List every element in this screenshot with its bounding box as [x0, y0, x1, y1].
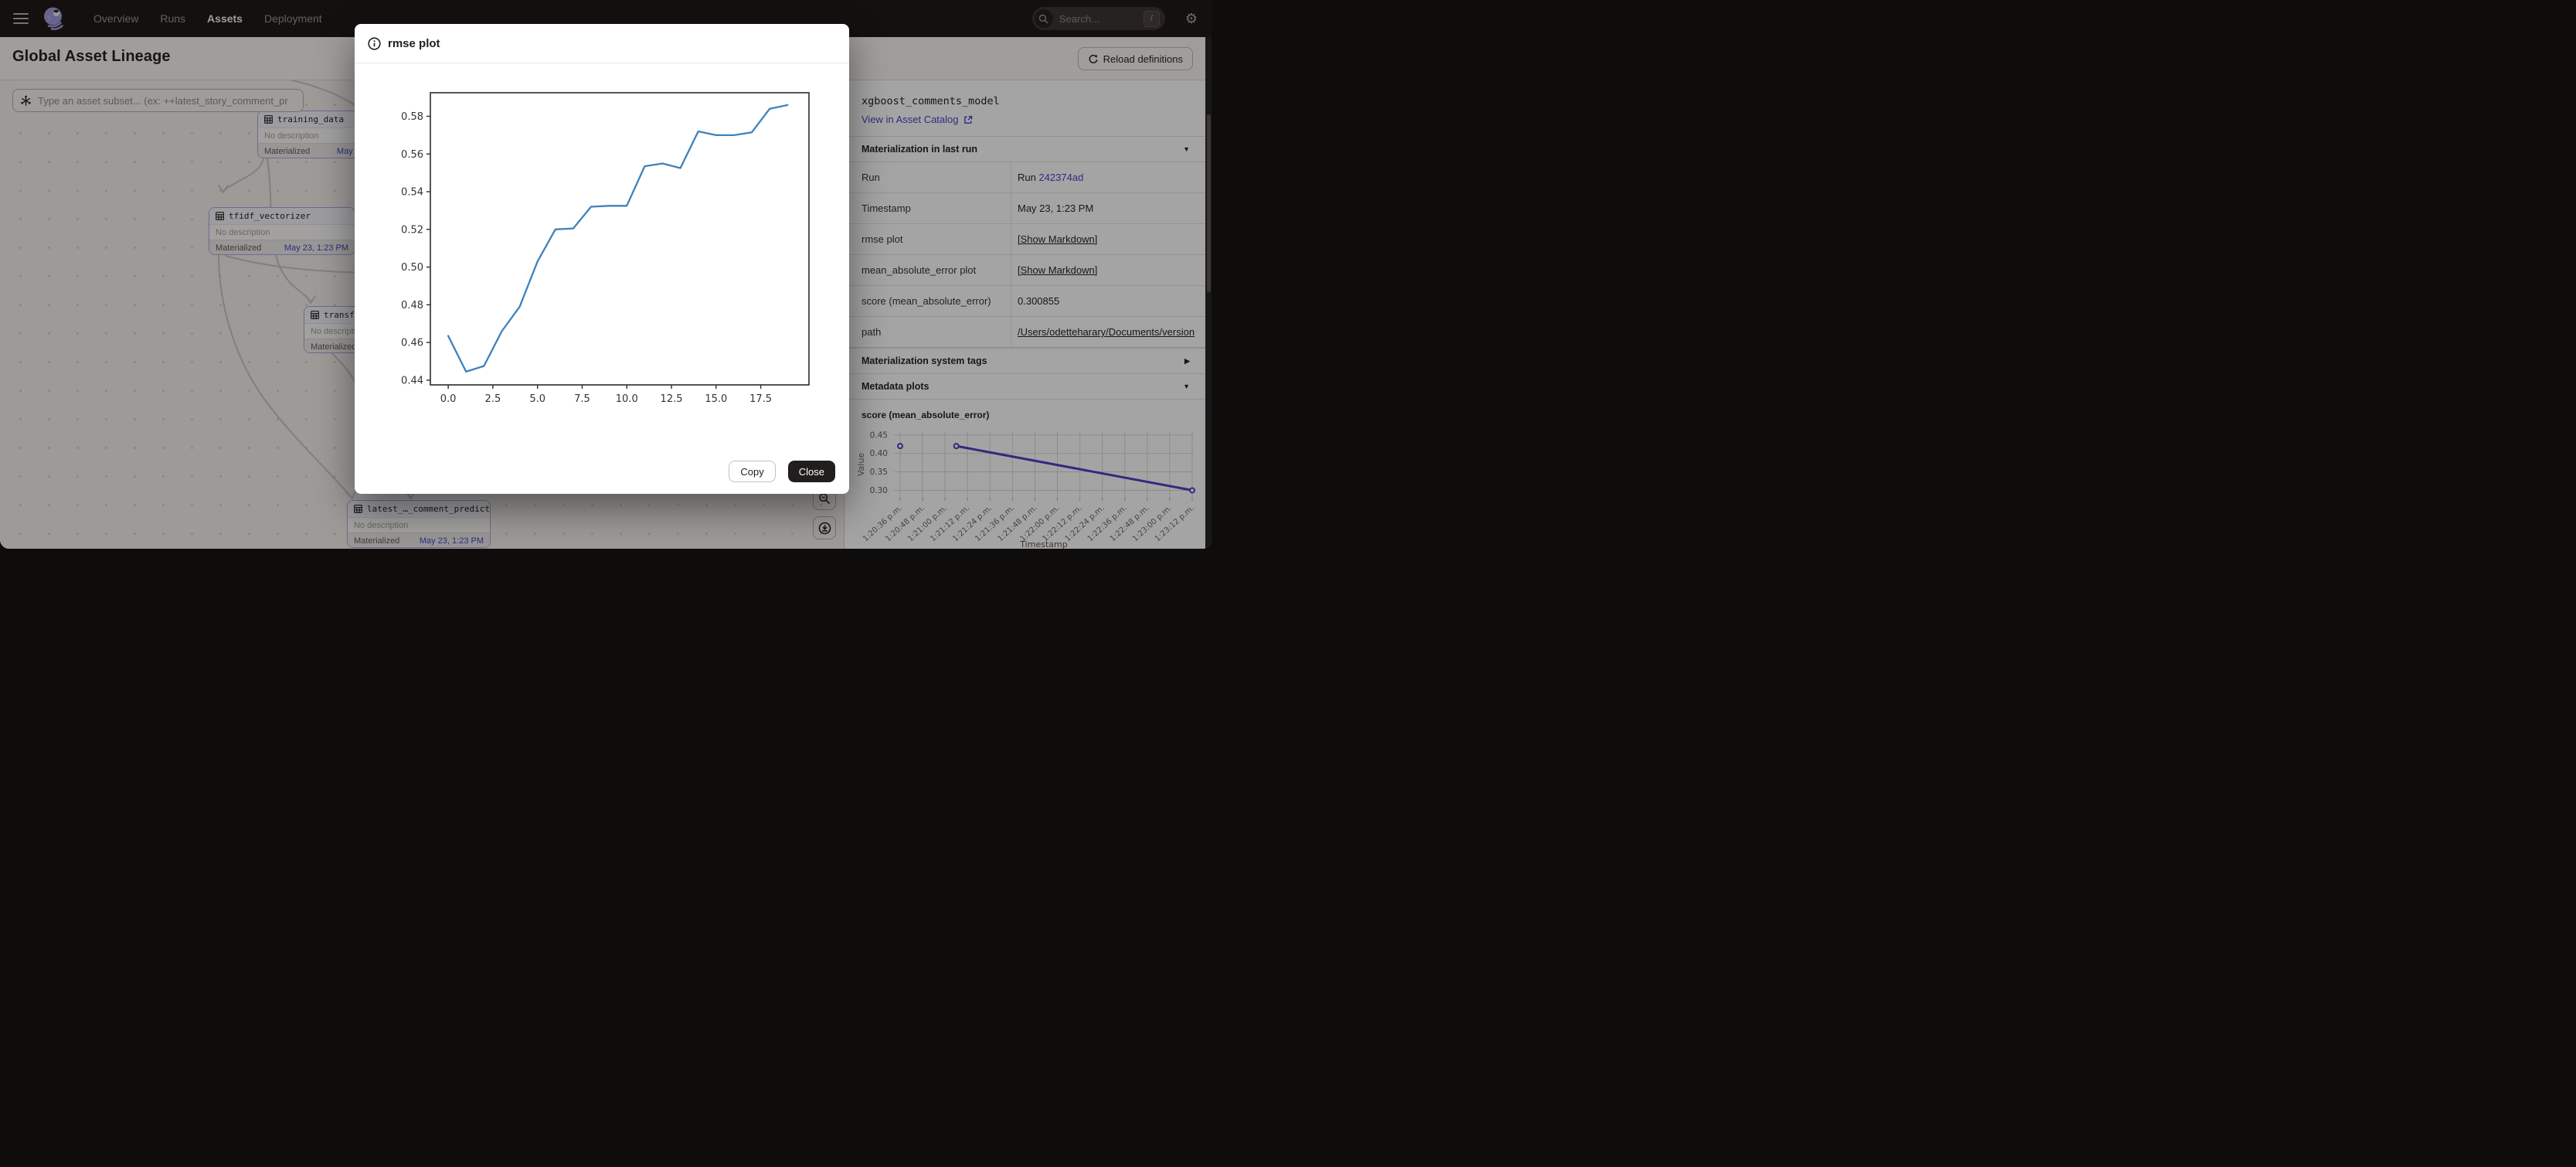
svg-text:0.48: 0.48 [401, 300, 423, 311]
svg-text:0.50: 0.50 [401, 262, 423, 274]
search-icon [1034, 9, 1053, 28]
asset-node-tfidf-vectorizer[interactable]: tfidf_vectorizer No description Material… [209, 207, 355, 255]
table-icon [216, 212, 224, 220]
section-metadata-plots[interactable]: Metadata plots ▼ [845, 373, 1205, 400]
metadata-label: Timestamp [845, 193, 1011, 223]
svg-text:0.44: 0.44 [401, 375, 423, 386]
chevron-right-icon: ▶ [1184, 356, 1190, 365]
dialog-footer: Copy Close [355, 449, 849, 494]
magnifier-minus-icon [818, 492, 831, 505]
metadata-value-link[interactable]: [Show Markdown] [1018, 233, 1098, 245]
download-icon [818, 522, 831, 535]
svg-text:0.30: 0.30 [870, 486, 888, 495]
materialization-timestamp[interactable]: May 23, 1:23 PM [284, 243, 348, 253]
metadata-row: Timestamp May 23, 1:23 PM [845, 192, 1205, 223]
info-icon [368, 36, 381, 50]
svg-text:0.35: 0.35 [870, 468, 888, 477]
svg-text:17.5: 17.5 [749, 393, 772, 405]
metadata-label: path [845, 317, 1011, 347]
table-icon [354, 505, 362, 513]
materialization-timestamp[interactable]: May 23, 1:23 PM [419, 536, 484, 546]
metadata-row: Run Run 242374ad [845, 162, 1205, 192]
metadata-label: mean_absolute_error plot [845, 255, 1011, 285]
svg-text:0.58: 0.58 [401, 111, 423, 123]
dialog-title: rmse plot [388, 36, 440, 50]
svg-text:10.0: 10.0 [615, 393, 637, 405]
svg-text:0.0: 0.0 [440, 393, 456, 405]
copy-button[interactable]: Copy [729, 461, 776, 482]
search-shortcut-badge: / [1143, 10, 1160, 27]
metadata-value: /Users/odetteharary/Documents/version [1011, 317, 1202, 347]
metadata-value: Run 242374ad [1018, 172, 1084, 183]
metadata-label: rmse plot [845, 224, 1011, 254]
metadata-row: score (mean_absolute_error) 0.300855 [845, 285, 1205, 316]
external-link-icon [963, 115, 973, 124]
asset-filter-input[interactable]: Type an asset subset... (ex: ++latest_st… [12, 89, 304, 112]
svg-text:0.46: 0.46 [401, 338, 423, 349]
metadata-table: Run Run 242374ad Timestamp May 23, 1:23 … [845, 162, 1205, 348]
svg-text:0.40: 0.40 [870, 449, 888, 458]
dialog-body: 0.0 2.5 5.0 7.5 10.0 12.5 15.0 17.5 0.44 0.46 0.48… [355, 63, 849, 449]
search-input[interactable]: Search... / [1031, 7, 1165, 30]
metadata-row: path /Users/odetteharary/Documents/versi… [845, 316, 1205, 347]
nav-item-runs[interactable]: Runs [160, 12, 186, 25]
run-id-link[interactable]: 242374ad [1038, 172, 1084, 183]
table-icon [311, 311, 319, 319]
metadata-label: Run [845, 162, 1011, 192]
dialog-header: rmse plot [355, 24, 849, 63]
metadata-row: rmse plot [Show Markdown] [845, 223, 1205, 254]
rmse-line-chart: 0.0 2.5 5.0 7.5 10.0 12.5 15.0 17.5 0.44 0.46 0.48… [392, 80, 813, 449]
metadata-value-link[interactable]: [Show Markdown] [1018, 264, 1098, 276]
asset-name: xgboost_comments_model [861, 95, 1000, 107]
asset-filter-placeholder: Type an asset subset... (ex: ++latest_st… [38, 94, 288, 107]
score-mini-chart[interactable]: 0.45 0.40 0.35 0.30 1:20:36 p.m. 1:20:48 p.m.… [854, 422, 1205, 549]
metadata-value-link[interactable]: /Users/odetteharary/Documents/version [1018, 326, 1195, 338]
nav-item-assets[interactable]: Assets [207, 12, 243, 25]
nav-right: Search... / ⚙ [1031, 7, 1212, 30]
svg-text:15.0: 15.0 [705, 393, 727, 405]
asset-node-latest-comment-predictions[interactable]: latest_…_comment_predictions No descript… [347, 500, 491, 548]
download-graph-button[interactable] [813, 516, 836, 539]
metadata-value: 0.300855 [1018, 295, 1060, 307]
table-icon [264, 115, 273, 124]
metadata-row: mean_absolute_error plot [Show Markdown] [845, 254, 1205, 285]
svg-text:Timestamp: Timestamp [1019, 539, 1067, 549]
search-placeholder: Search... [1059, 12, 1099, 25]
section-materialization-system-tags[interactable]: Materialization system tags ▶ [845, 348, 1205, 373]
svg-text:5.0: 5.0 [529, 393, 545, 405]
svg-text:Value: Value [856, 453, 866, 476]
page-title: Global Asset Lineage [12, 48, 171, 65]
view-in-asset-catalog-link[interactable]: View in Asset Catalog [861, 114, 1188, 125]
chevron-down-icon: ▼ [1183, 145, 1190, 153]
nav-menu: Overview Runs Assets Deployment [93, 12, 322, 25]
hamburger-menu-icon[interactable] [13, 13, 29, 24]
metadata-label: score (mean_absolute_error) [845, 286, 1011, 316]
refresh-icon [1088, 54, 1098, 64]
nav-item-overview[interactable]: Overview [93, 12, 139, 25]
page-scrollbar[interactable] [1205, 37, 1212, 549]
svg-text:0.45: 0.45 [870, 430, 888, 440]
reload-definitions-button[interactable]: Reload definitions [1077, 47, 1193, 70]
scrollbar-thumb[interactable] [1206, 114, 1211, 292]
gear-icon[interactable]: ⚙ [1184, 11, 1198, 26]
nav-item-deployment[interactable]: Deployment [263, 12, 322, 25]
svg-text:0.56: 0.56 [401, 149, 423, 161]
rmse-plot-dialog: rmse plot 0.0 2.5 5.0 7.5 10.0 12.5 15.0 17.5 0.… [355, 24, 849, 494]
svg-text:7.5: 7.5 [574, 393, 590, 405]
op-selector-icon [20, 95, 32, 107]
app-window: Overview Runs Assets Deployment Search..… [0, 0, 1212, 549]
svg-text:0.52: 0.52 [401, 224, 423, 236]
metadata-value: May 23, 1:23 PM [1018, 202, 1094, 214]
chevron-down-icon: ▼ [1183, 383, 1190, 390]
metadata-value: [Show Markdown] [1011, 255, 1105, 285]
mini-chart-title: score (mean_absolute_error) [861, 410, 990, 420]
svg-text:2.5: 2.5 [484, 393, 501, 405]
svg-text:0.54: 0.54 [401, 187, 423, 199]
close-button[interactable]: Close [787, 461, 835, 482]
app-logo[interactable] [41, 6, 66, 31]
section-materialization-in-last-run[interactable]: Materialization in last run ▼ [845, 136, 1205, 162]
svg-text:12.5: 12.5 [660, 393, 682, 405]
metadata-value: [Show Markdown] [1011, 224, 1105, 254]
